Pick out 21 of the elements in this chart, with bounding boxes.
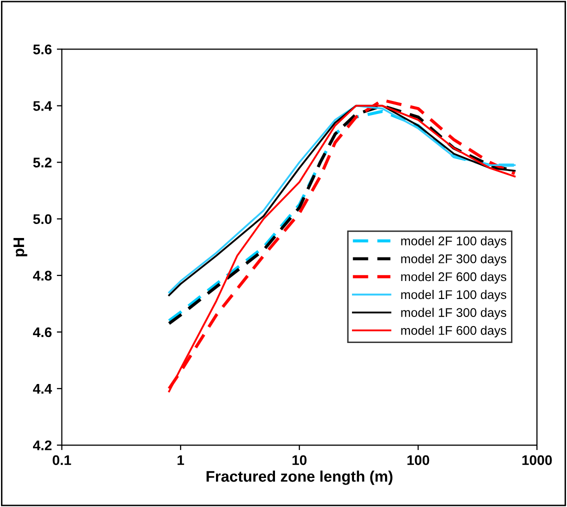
y-axis-title: pH [14,238,28,256]
y-tick-label: 5.6 [33,44,52,54]
y-tick-label: 4.8 [32,270,52,281]
x-tick-label: 0.1 [52,455,72,466]
legend-label: model 1F 100 days [401,290,506,302]
y-tick-label: 5.4 [33,101,52,111]
legend-label: model 1F 600 days [401,326,506,338]
legend-label: model 2F 100 days [401,236,506,248]
x-tick-label: 10 [292,455,307,466]
legend-label: model 2F 600 days [401,272,506,284]
y-tick-label: 4.2 [32,440,52,450]
legend-label: model 1F 300 days [401,308,506,320]
x-tick-label: 100 [407,455,430,466]
x-tick-label: 1000 [522,455,552,466]
y-tick-label: 4.6 [32,327,52,338]
y-tick-label: 4.4 [32,384,52,394]
legend-label: model 2F 300 days [401,254,506,266]
y-tick-label: 5.0 [33,214,52,224]
x-tick-label: 1 [178,455,184,465]
y-tick-label: 5.2 [33,158,52,168]
x-axis-title: Fractured zone length (m) [206,470,392,485]
